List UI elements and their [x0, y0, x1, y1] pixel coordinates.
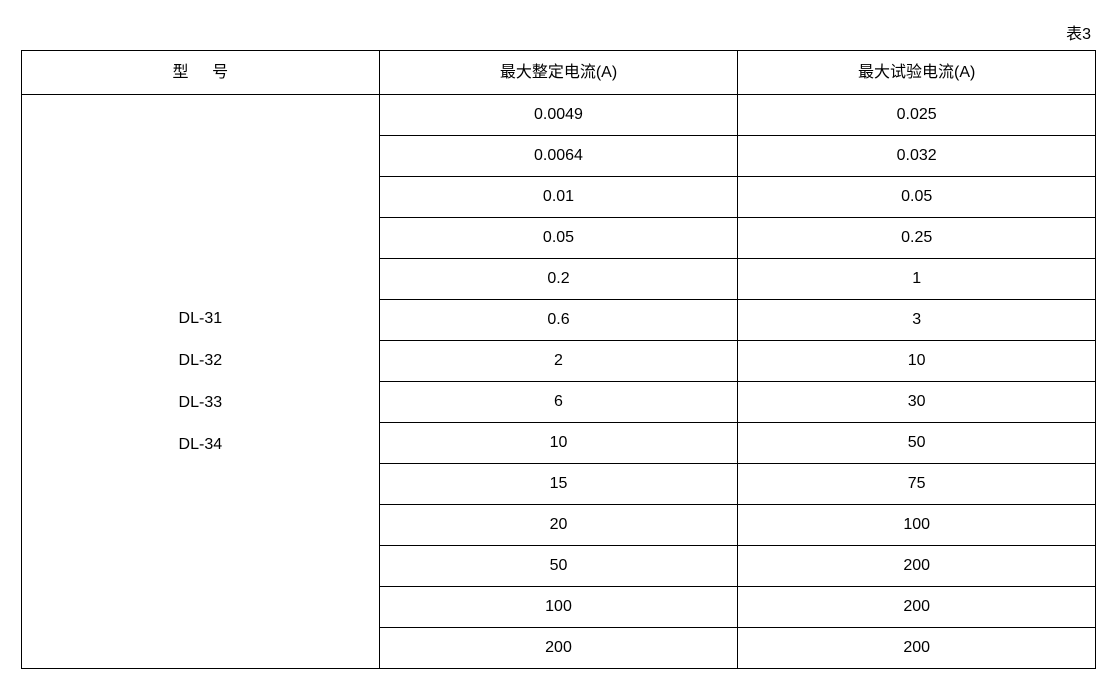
- setting-cell: 0.01: [379, 177, 738, 218]
- test-cell: 75: [738, 464, 1096, 505]
- setting-cell: 20: [379, 505, 738, 546]
- setting-cell: 0.0049: [379, 95, 738, 136]
- setting-cell: 0.05: [379, 218, 738, 259]
- test-cell: 3: [738, 300, 1096, 341]
- test-cell: 200: [738, 628, 1096, 669]
- model-cell: DL-31 DL-32 DL-33 DL-34: [22, 95, 380, 669]
- setting-cell: 10: [379, 423, 738, 464]
- setting-cell: 100: [379, 587, 738, 628]
- table-header-row: 型 号 最大整定电流(A) 最大试验电流(A): [22, 51, 1096, 95]
- setting-cell: 6: [379, 382, 738, 423]
- test-cell: 1: [738, 259, 1096, 300]
- model-item: DL-32: [179, 349, 223, 373]
- table-caption: 表3: [21, 20, 1096, 44]
- model-list: DL-31 DL-32 DL-33 DL-34: [26, 307, 375, 457]
- model-item: DL-33: [179, 391, 223, 415]
- test-cell: 10: [738, 341, 1096, 382]
- test-cell: 30: [738, 382, 1096, 423]
- test-cell: 50: [738, 423, 1096, 464]
- model-item: DL-31: [179, 307, 223, 331]
- test-cell: 200: [738, 546, 1096, 587]
- setting-cell: 50: [379, 546, 738, 587]
- col-header-model: 型 号: [22, 51, 380, 95]
- setting-cell: 0.0064: [379, 136, 738, 177]
- test-cell: 0.05: [738, 177, 1096, 218]
- setting-cell: 2: [379, 341, 738, 382]
- setting-cell: 200: [379, 628, 738, 669]
- test-cell: 200: [738, 587, 1096, 628]
- col-header-setting-current: 最大整定电流(A): [379, 51, 738, 95]
- col-header-test-current: 最大试验电流(A): [738, 51, 1096, 95]
- test-cell: 100: [738, 505, 1096, 546]
- table-row: DL-31 DL-32 DL-33 DL-34 0.0049 0.025: [22, 95, 1096, 136]
- model-item: DL-34: [179, 433, 223, 457]
- setting-cell: 0.6: [379, 300, 738, 341]
- data-table: 型 号 最大整定电流(A) 最大试验电流(A) DL-31 DL-32 DL-3…: [21, 50, 1096, 669]
- test-cell: 0.25: [738, 218, 1096, 259]
- setting-cell: 15: [379, 464, 738, 505]
- setting-cell: 0.2: [379, 259, 738, 300]
- test-cell: 0.025: [738, 95, 1096, 136]
- test-cell: 0.032: [738, 136, 1096, 177]
